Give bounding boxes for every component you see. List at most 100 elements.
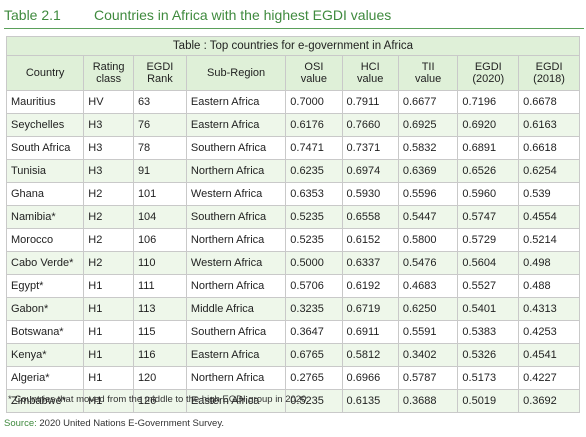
cell-sub-region: Eastern Africa <box>185 113 287 137</box>
cell-country: Cabo Verde* <box>5 251 85 275</box>
table-row: Kenya* H1 116 Eastern Africa 0.6765 0.5812 0.3… <box>5 343 580 367</box>
table-row: South Africa H3 78 Southern Africa 0.7471 0.7… <box>5 136 580 160</box>
table-row: Egypt* H1 111 Northern Africa 0.5706 0.6192 0.… <box>5 274 580 298</box>
cell-egdi-2018: 0.539 <box>518 182 580 206</box>
cell-egdi-2018: 0.4313 <box>518 297 580 321</box>
cell-tii: 0.4683 <box>397 274 459 298</box>
cell-egdi-rank: 104 <box>132 205 187 229</box>
cell-egdi-2018: 0.4253 <box>518 320 580 344</box>
table-row: Seychelles H3 76 Eastern Africa 0.6176 0.7660… <box>5 113 580 137</box>
cell-country: Egypt* <box>5 274 85 298</box>
header-line: value <box>300 73 328 85</box>
cell-egdi-2020: 0.5401 <box>457 297 520 321</box>
cell-egdi-rank: 110 <box>132 251 187 275</box>
cell-country: South Africa <box>5 136 85 160</box>
cell-egdi-rank: 111 <box>132 274 187 298</box>
cell-country: Morocco <box>5 228 85 252</box>
cell-hci: 0.6966 <box>341 366 399 390</box>
cell-hci: 0.5812 <box>341 343 399 367</box>
cell-sub-region: Northern Africa <box>185 366 287 390</box>
cell-tii: 0.5476 <box>397 251 459 275</box>
source-text: 2020 United Nations E-Government Survey. <box>39 418 225 429</box>
cell-egdi-2018: 0.498 <box>518 251 580 275</box>
cell-hci: 0.7911 <box>341 90 399 114</box>
header-line: HCI <box>360 61 380 73</box>
header-line: value <box>357 73 384 85</box>
table-row: Zimbabwe* H1 126 Eastern Africa 0.5235 0.6135… <box>5 389 580 413</box>
source-note: Source: 2020 United Nations E-Government… <box>4 418 224 429</box>
header-rating-class: Rating class <box>83 55 134 91</box>
cell-rating-class: H3 <box>83 113 134 137</box>
cell-egdi-2020: 0.5747 <box>457 205 520 229</box>
source-label: Source: <box>4 418 37 429</box>
table-header-row: Country Rating class EGDI Rank Sub-Region OSI v… <box>5 55 580 91</box>
cell-egdi-rank: 115 <box>132 320 187 344</box>
cell-sub-region: Northern Africa <box>185 159 287 183</box>
cell-rating-class: H1 <box>83 366 134 390</box>
cell-egdi-2018: 0.3692 <box>518 389 580 413</box>
table-body: Mauritius HV 63 Eastern Africa 0.7000 0.7911 0… <box>5 90 580 413</box>
table-row: Algeria* H1 120 Northern Africa 0.2765 0.6966… <box>5 366 580 390</box>
cell-egdi-2018: 0.4541 <box>518 343 580 367</box>
caption-divider <box>4 28 584 29</box>
cell-osi: 0.3647 <box>285 320 343 344</box>
footnote: * Countries that moved from the middle t… <box>8 394 309 405</box>
cell-rating-class: H2 <box>83 182 134 206</box>
cell-tii: 0.5800 <box>397 228 459 252</box>
cell-tii: 0.5787 <box>397 366 459 390</box>
cell-sub-region: Eastern Africa <box>185 389 287 413</box>
cell-egdi-2020: 0.5729 <box>457 228 520 252</box>
table-row: Ghana H2 101 Western Africa 0.6353 0.5930 0.55… <box>5 182 580 206</box>
cell-osi: 0.5235 <box>285 228 343 252</box>
header-line: (2018) <box>533 73 565 85</box>
cell-tii: 0.6677 <box>397 90 459 114</box>
header-egdi-2018: EGDI (2018) <box>518 55 580 91</box>
cell-osi: 0.6176 <box>285 113 343 137</box>
cell-rating-class: H1 <box>83 343 134 367</box>
cell-hci: 0.6135 <box>341 389 399 413</box>
egdi-table: Table : Top countries for e-government i… <box>5 36 580 413</box>
caption-label: Table 2.1 <box>4 7 61 23</box>
header-line: Sub-Region <box>207 67 266 79</box>
cell-egdi-rank: 113 <box>132 297 187 321</box>
header-line: (2020) <box>472 73 505 85</box>
header-osi-value: OSI value <box>285 55 343 91</box>
table-row: Tunisia H3 91 Northern Africa 0.6235 0.6974 0.… <box>5 159 580 183</box>
header-line: Rank <box>147 73 173 85</box>
cell-egdi-2020: 0.7196 <box>457 90 520 114</box>
header-sub-region: Sub-Region <box>185 55 287 91</box>
cell-osi: 0.3235 <box>285 297 343 321</box>
cell-sub-region: Northern Africa <box>185 228 287 252</box>
table-row: Gabon* H1 113 Middle Africa 0.3235 0.6719 0.62… <box>5 297 580 321</box>
cell-egdi-2020: 0.6891 <box>457 136 520 160</box>
cell-egdi-2020: 0.5019 <box>457 389 520 413</box>
cell-osi: 0.6353 <box>285 182 343 206</box>
cell-osi: 0.5000 <box>285 251 343 275</box>
header-line: EGDI <box>535 61 563 73</box>
cell-hci: 0.6911 <box>341 320 399 344</box>
header-line: Country <box>25 67 65 79</box>
table-row: Cabo Verde* H2 110 Western Africa 0.5000 0.63… <box>5 251 580 275</box>
cell-country: Ghana <box>5 182 85 206</box>
cell-egdi-2018: 0.6254 <box>518 159 580 183</box>
cell-egdi-2018: 0.4554 <box>518 205 580 229</box>
cell-egdi-2018: 0.5214 <box>518 228 580 252</box>
cell-osi: 0.2765 <box>285 366 343 390</box>
cell-tii: 0.5591 <box>397 320 459 344</box>
cell-egdi-rank: 78 <box>132 136 187 160</box>
cell-egdi-2020: 0.5326 <box>457 343 520 367</box>
cell-osi: 0.7471 <box>285 136 343 160</box>
cell-sub-region: Southern Africa <box>185 205 287 229</box>
table-row: Botswana* H1 115 Southern Africa 0.3647 0.691… <box>5 320 580 344</box>
header-line: EGDI <box>474 61 502 73</box>
cell-egdi-2018: 0.488 <box>518 274 580 298</box>
cell-egdi-2018: 0.6618 <box>518 136 580 160</box>
cell-sub-region: Southern Africa <box>185 320 287 344</box>
cell-hci: 0.6152 <box>341 228 399 252</box>
cell-osi: 0.5235 <box>285 205 343 229</box>
header-line: value <box>414 73 442 85</box>
cell-egdi-2018: 0.4227 <box>518 366 580 390</box>
cell-osi: 0.5706 <box>285 274 343 298</box>
cell-country: Tunisia <box>5 159 85 183</box>
